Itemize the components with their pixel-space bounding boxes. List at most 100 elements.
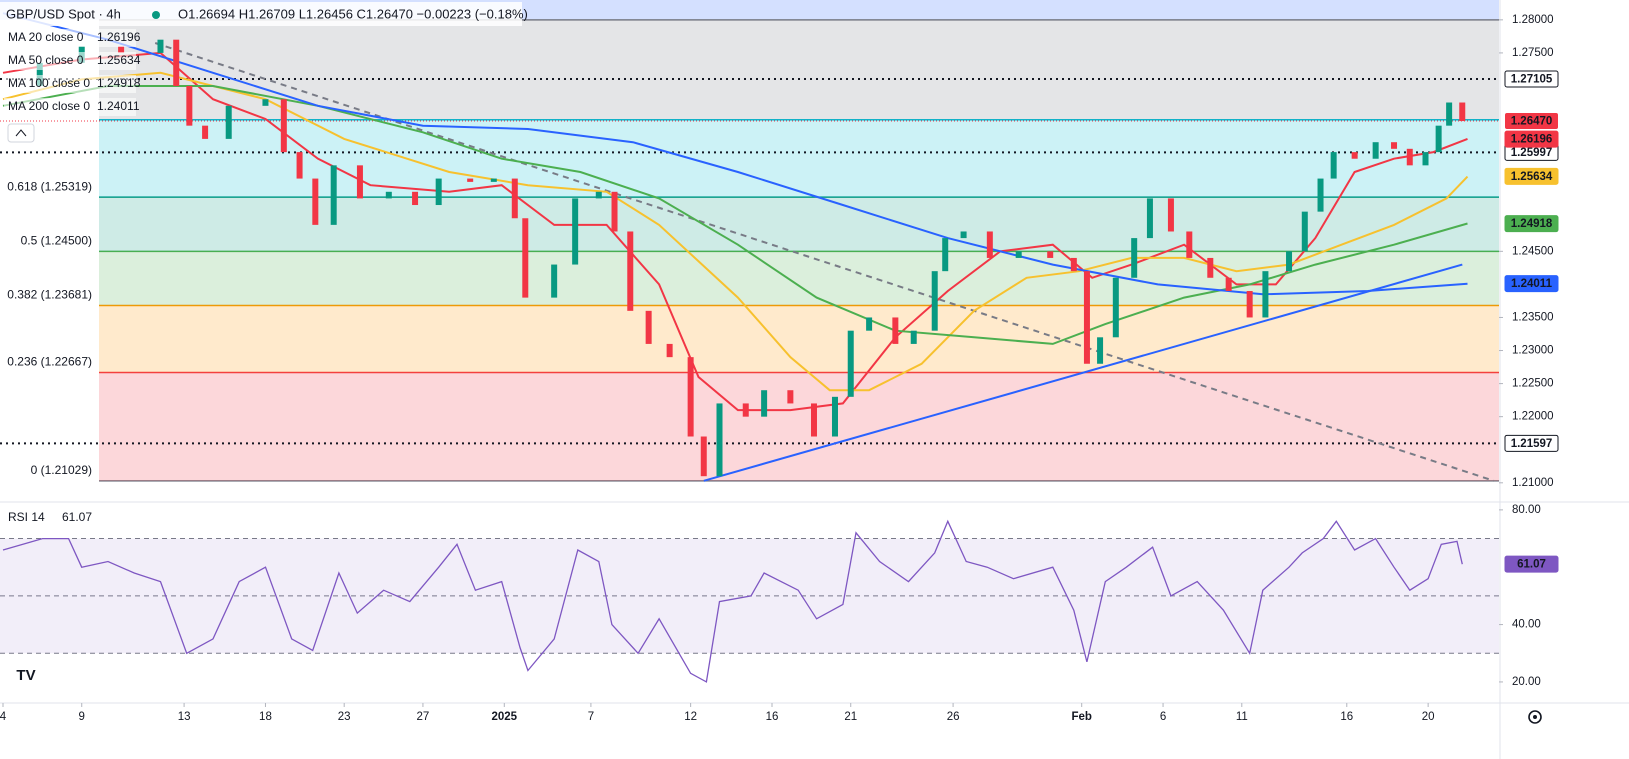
y-tick-label: 1.23000 (1512, 345, 1554, 357)
candle (1330, 152, 1337, 179)
gear-icon (1528, 710, 1542, 724)
candle (1351, 152, 1358, 159)
candle (700, 436, 707, 477)
legend-name: MA 100 close 0 (8, 76, 90, 90)
fib-band (99, 305, 1499, 373)
y-tick-label: 1.23500 (1512, 311, 1554, 323)
price-tag-label: 1.21597 (1511, 438, 1553, 450)
candle (1131, 238, 1138, 278)
rsi-y-tick-label: 80.00 (1512, 504, 1541, 516)
price-tag (1504, 167, 1559, 185)
y-tick-label: 1.22000 (1512, 411, 1554, 423)
candle (511, 178, 518, 219)
x-tick-label: 20 (1422, 711, 1435, 723)
candle (931, 271, 938, 331)
fib-band (99, 119, 1499, 198)
collapse-button[interactable] (7, 123, 35, 143)
legend-bg (4, 75, 136, 93)
candle (1435, 125, 1442, 153)
candle (385, 191, 392, 199)
candle (330, 165, 337, 225)
x-tick-label: 11 (1236, 711, 1248, 723)
symbol-title: GBP/USD Spot · 4h (6, 6, 121, 21)
candle (942, 238, 949, 272)
candle (157, 39, 164, 53)
price-tag (1504, 215, 1559, 233)
rsi-y-tick-label: 40.00 (1512, 619, 1541, 631)
legend-value: 1.25634 (97, 53, 141, 67)
price-tag (1504, 130, 1559, 148)
candle (1015, 251, 1022, 258)
x-tick-label: 27 (417, 711, 430, 723)
candle (1459, 102, 1466, 122)
price-tag-label: 1.24918 (1511, 218, 1553, 230)
candle (1246, 291, 1253, 318)
candle (1097, 337, 1104, 364)
trendline (154, 42, 1495, 482)
price-pane (0, 12, 1499, 482)
rsi-y-tick-label: 20.00 (1512, 676, 1541, 688)
candle (467, 178, 474, 182)
candle (787, 390, 794, 404)
tv-logo[interactable]: TV (10, 662, 42, 688)
price-tag (1504, 434, 1559, 452)
logo: TV (16, 667, 35, 684)
candle (1422, 152, 1429, 166)
candle (1167, 198, 1174, 232)
x-tick-label: 16 (766, 711, 779, 723)
candle (1112, 277, 1119, 338)
rsi-line (2, 519, 1463, 683)
candle (280, 99, 287, 153)
candle (312, 178, 319, 225)
trendline (703, 263, 1463, 482)
candle (716, 403, 723, 477)
candle (490, 178, 497, 182)
x-tick-label: 2025 (491, 711, 517, 723)
legend: GBP/USD Spot · 4h O1.26694 H1.26709 L1.2… (0, 2, 528, 524)
settings-button[interactable] (1528, 710, 1542, 724)
rsi-value: 61.07 (62, 510, 92, 524)
x-tick-label: 26 (947, 711, 960, 723)
candle (761, 390, 768, 417)
header-bg (0, 2, 522, 26)
x-tick-label: 9 (79, 711, 85, 723)
candle (1070, 257, 1077, 272)
y-tick-label: 1.24500 (1512, 245, 1554, 257)
candle (1372, 142, 1379, 159)
candle (572, 198, 579, 265)
legend-value: 1.26196 (97, 30, 141, 44)
candle (551, 264, 558, 298)
ohlc: O1.26694 H1.26709 L1.26456 C1.26470 −0.0… (178, 6, 528, 21)
candle (1083, 271, 1090, 364)
x-tick-label: 13 (178, 711, 191, 723)
x-tick-label: 18 (259, 711, 272, 723)
price-tag-label: 1.27105 (1511, 74, 1553, 86)
candle (522, 218, 529, 298)
price-tag-label: 61.07 (1517, 559, 1546, 571)
candle (1317, 178, 1324, 212)
x-tick-label: 6 (1160, 711, 1166, 723)
candle (1301, 211, 1308, 252)
price-tag (1504, 555, 1559, 573)
candle (960, 231, 967, 239)
y-tick-label: 1.27500 (1512, 47, 1554, 59)
fib-label: 0.5 (1.24500) (21, 233, 92, 247)
fib-label: 0.618 (1.25319) (7, 179, 92, 193)
candle (36, 62, 43, 86)
candle (810, 403, 817, 437)
legend-bg (4, 29, 136, 47)
candle (627, 231, 634, 311)
gear-center (1533, 715, 1537, 719)
legend-bg (4, 98, 136, 116)
x-tick-label: 16 (1340, 711, 1353, 723)
candle (173, 39, 180, 86)
candle (435, 178, 442, 206)
fib-label: 0 (1.21029) (31, 463, 92, 477)
fib-band (99, 197, 1499, 252)
price-tag-label: 1.25634 (1511, 171, 1553, 183)
axes: 1.28000 1.27500 1.24500 1.23500 1.23000 1.225… (0, 14, 1559, 723)
candle (1262, 271, 1269, 318)
candle (611, 191, 618, 232)
